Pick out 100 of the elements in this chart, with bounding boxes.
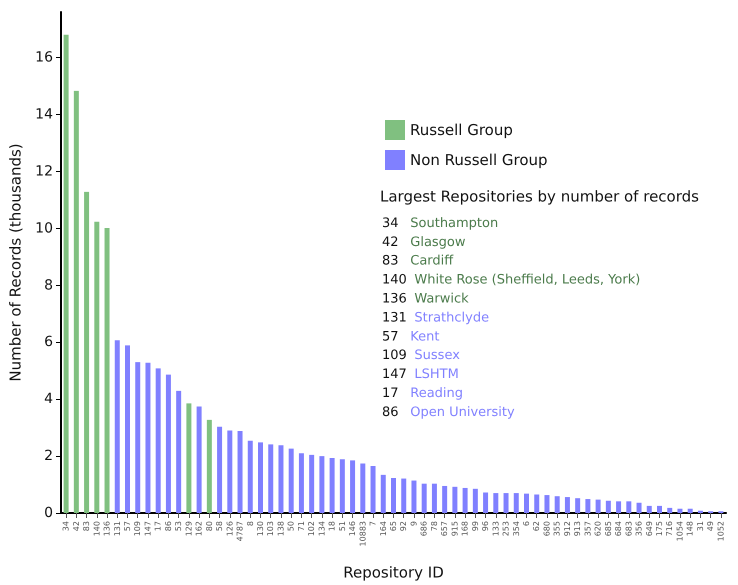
- x-tick-label: 683: [624, 521, 634, 536]
- x-tick-label: 133: [491, 521, 500, 536]
- bar: [176, 390, 182, 513]
- x-tick-label: 80: [204, 521, 214, 532]
- x-tick-label: 126: [225, 521, 234, 536]
- x-tick-label: 6: [522, 521, 531, 526]
- x-tick-label: 354: [512, 521, 521, 536]
- x-tick-label: 8: [246, 521, 255, 526]
- bar: [483, 492, 488, 513]
- x-tick-label: 357: [583, 521, 592, 536]
- x-tick-label: 109: [133, 521, 142, 536]
- annotation: 83 Cardiff: [382, 254, 454, 269]
- y-axis-title: Number of Records (thousands): [6, 143, 24, 382]
- bar: [462, 488, 468, 513]
- bar: [330, 458, 335, 513]
- x-tick-label: 716: [665, 521, 674, 536]
- x-tick-label: 136: [102, 521, 112, 536]
- x-tick-label: 4787: [236, 521, 245, 542]
- bar: [298, 453, 304, 513]
- bar: [104, 228, 110, 513]
- x-tick-label: 129: [184, 521, 194, 536]
- bar: [238, 431, 243, 513]
- bar: [493, 493, 498, 513]
- legend-label: Non Russell Group: [410, 151, 548, 169]
- x-tick-label: 78: [430, 521, 439, 532]
- x-tick-label: 680: [542, 521, 552, 536]
- x-tick-label: 684: [614, 521, 624, 536]
- legend-label: Russell Group: [410, 121, 513, 139]
- annotation: Largest Repositories by number of records: [380, 188, 700, 206]
- x-tick-label: 130: [256, 521, 265, 536]
- x-tick-label: 83: [82, 521, 92, 532]
- x-tick-label: 1052: [716, 521, 726, 542]
- x-tick-label: 649: [644, 521, 654, 536]
- x-tick-label: 657: [440, 521, 450, 536]
- bar: [657, 506, 662, 513]
- x-tick-label: 86: [164, 521, 173, 532]
- bar: [401, 478, 406, 513]
- bar: [268, 444, 274, 513]
- bar: [646, 506, 652, 513]
- x-tick-label: 164: [378, 521, 388, 536]
- bar: [370, 466, 376, 513]
- y-tick-label: 10: [35, 220, 53, 236]
- y-tick-label: 16: [35, 50, 54, 66]
- annotation: 147 LSHTM: [382, 367, 459, 382]
- bar: [145, 362, 150, 513]
- bar: [688, 508, 693, 513]
- bar: [258, 442, 263, 513]
- bar: [544, 495, 550, 513]
- x-tick-label: 58: [215, 521, 224, 532]
- bar: [411, 480, 416, 513]
- bar: [217, 426, 222, 513]
- x-tick-label: 31: [696, 521, 705, 532]
- bar: [248, 440, 253, 513]
- y-tick-label: 8: [44, 277, 53, 294]
- x-tick-label: 53: [174, 521, 184, 532]
- x-tick-label: 148: [686, 521, 695, 536]
- x-tick-label: 102: [307, 521, 316, 536]
- x-tick-label: 65: [389, 521, 398, 532]
- x-tick-label: 356: [634, 521, 644, 536]
- x-tick-label: 146: [348, 521, 358, 536]
- bar: [534, 494, 540, 513]
- bar: [288, 448, 294, 513]
- x-tick-label: 42: [72, 521, 81, 532]
- x-tick-label: 96: [481, 521, 490, 532]
- annotation: 57 Kent: [382, 329, 440, 344]
- bar: [442, 486, 448, 513]
- x-tick-label: 138: [276, 521, 286, 536]
- x-tick-label: 10883: [358, 521, 368, 546]
- x-tick-label: 913: [573, 521, 582, 536]
- x-tick-label: 34: [62, 521, 71, 532]
- x-tick-label: 1054: [675, 521, 684, 542]
- bar: [636, 502, 642, 513]
- x-tick-label: 134: [317, 521, 326, 536]
- bar: [504, 493, 509, 513]
- annotation: 140 White Rose (Sheffield, Leeds, York): [382, 272, 640, 288]
- x-tick-label: 17: [154, 521, 163, 532]
- bar: [360, 463, 366, 513]
- x-tick-label: 685: [604, 521, 613, 536]
- bar: [350, 460, 356, 513]
- bar: [135, 362, 140, 513]
- bar: [125, 345, 130, 513]
- x-tick-label: 57: [123, 521, 132, 532]
- x-tick-label: 18: [328, 521, 337, 532]
- y-tick-label: 12: [35, 163, 53, 180]
- x-axis-title: Repository ID: [343, 564, 444, 582]
- bar: [156, 368, 161, 513]
- bar: [575, 498, 580, 513]
- bar: [585, 499, 590, 513]
- x-tick-label: 9: [409, 521, 418, 526]
- x-tick-label: 62: [532, 521, 542, 532]
- bar: [616, 501, 622, 513]
- annotation: 131 Strathclyde: [382, 310, 490, 326]
- bar: [391, 478, 396, 513]
- annotation: 34 Southampton: [382, 216, 498, 231]
- x-tick-label: 50: [286, 521, 296, 532]
- x-tick-label: 131: [112, 521, 122, 536]
- y-tick-label: 2: [44, 448, 53, 464]
- bar: [114, 340, 120, 513]
- bar: [309, 454, 314, 513]
- x-tick-label: 253: [502, 521, 511, 536]
